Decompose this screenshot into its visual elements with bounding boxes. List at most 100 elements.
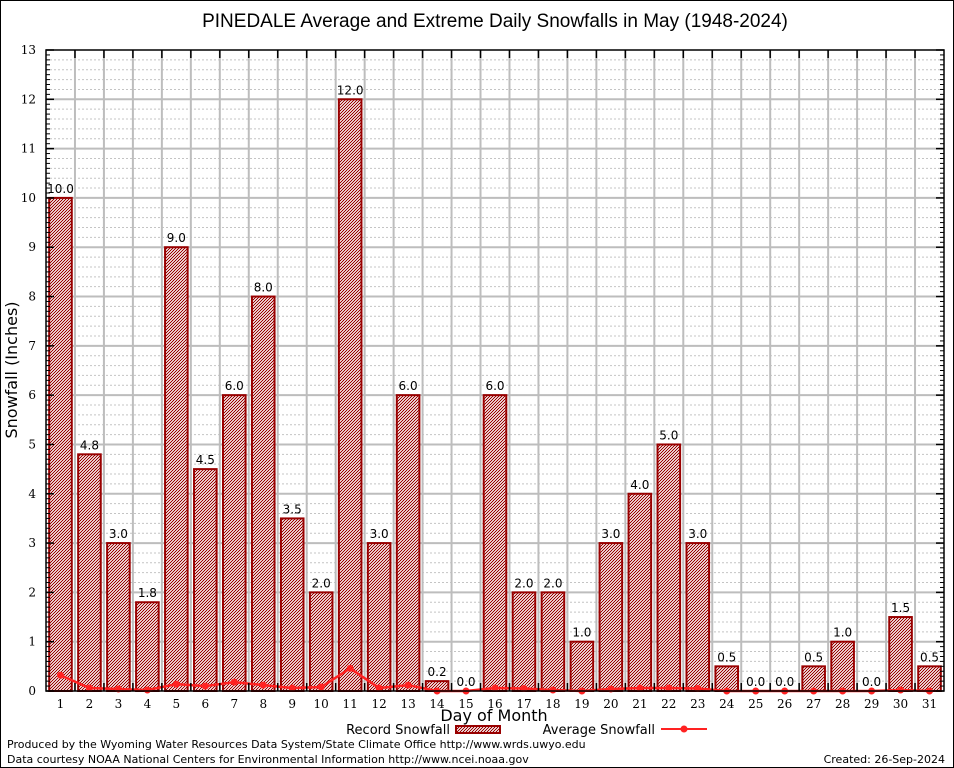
average-point-day-18 <box>549 686 557 694</box>
x-tick-label: 30 <box>893 697 908 711</box>
y-tick-label: 7 <box>28 339 36 353</box>
x-tick-label: 28 <box>835 697 850 711</box>
bar-day-5 <box>164 246 189 692</box>
x-axis-label: Day of Month <box>440 706 547 725</box>
x-tick-label: 17 <box>516 697 531 711</box>
bar-label-day-2: 4.8 <box>80 438 99 452</box>
footer-producer: Produced by the Wyoming Water Resources … <box>7 738 586 751</box>
footer-created: Created: 26-Sep-2024 <box>824 753 945 766</box>
bar-day-20 <box>598 542 624 692</box>
y-tick-label: 4 <box>28 487 36 501</box>
x-tick-label: 24 <box>719 697 735 711</box>
x-tick-label: 19 <box>574 697 589 711</box>
bar-labels: 10.0 4.8 3.0 1.8 9.0 4.5 6.0 8.0 3.5 2.0 12.0 3.0 6.… <box>47 83 939 689</box>
legend-swatch-record <box>455 725 501 734</box>
bar-day-10 <box>308 591 334 693</box>
bar-label-day-11: 12.0 <box>337 83 364 97</box>
average-point-day-1 <box>56 671 64 679</box>
bar-label-day-22: 5.0 <box>659 428 678 442</box>
x-tick-label: 18 <box>545 697 560 711</box>
bar-label-day-1: 10.0 <box>47 182 74 196</box>
y-tick-label: 13 <box>21 43 36 57</box>
bar-label-day-10: 2.0 <box>312 576 331 590</box>
y-tick-label: 0 <box>28 684 36 698</box>
average-point-day-8 <box>259 681 267 689</box>
bar-day-9 <box>279 517 305 693</box>
x-tick-label: 23 <box>690 697 705 711</box>
bar-label-day-15: 0.0 <box>456 675 475 689</box>
x-tick-label: 29 <box>864 697 879 711</box>
bar-day-27 <box>801 665 826 692</box>
x-tick-label: 3 <box>115 697 123 711</box>
bar-label-day-5: 9.0 <box>167 231 186 245</box>
bar-label-day-26: 0.0 <box>775 675 794 689</box>
average-point-day-22 <box>665 684 673 692</box>
bar-day-23 <box>685 542 711 692</box>
x-tick-label: 1 <box>57 697 65 711</box>
bar-label-day-21: 4.0 <box>630 478 649 492</box>
bar-day-28 <box>830 640 855 693</box>
x-tick-label: 13 <box>400 697 415 711</box>
bar-label-day-28: 1.0 <box>833 626 852 640</box>
bar-label-day-19: 1.0 <box>572 626 591 640</box>
bar-label-day-4: 1.8 <box>138 586 157 600</box>
bar-day-12 <box>366 542 392 692</box>
bar-label-day-23: 3.0 <box>688 527 707 541</box>
average-point-day-9 <box>288 684 296 692</box>
average-point-day-30 <box>897 686 905 694</box>
x-tick-label: 12 <box>371 697 386 711</box>
x-tick-label: 27 <box>806 697 821 711</box>
legend-marker-average <box>680 725 688 733</box>
bar-label-day-12: 3.0 <box>370 527 389 541</box>
x-tick-label: 14 <box>429 697 445 711</box>
bar-day-2 <box>77 453 102 693</box>
bar-label-day-13: 6.0 <box>399 379 418 393</box>
average-point-day-21 <box>636 684 644 692</box>
x-tick-label: 7 <box>230 697 238 711</box>
bar-day-21 <box>627 492 653 692</box>
average-point-day-6 <box>201 682 209 690</box>
bar-day-24 <box>714 665 740 692</box>
average-point-day-13 <box>404 681 412 689</box>
average-point-day-10 <box>317 683 325 691</box>
legend: Record Snowfall Average Snowfall <box>346 723 707 738</box>
bar-label-day-16: 6.0 <box>485 379 504 393</box>
y-tick-label: 10 <box>21 191 36 205</box>
x-tick-label: 20 <box>603 697 618 711</box>
bar-day-11 <box>337 98 363 693</box>
bar-label-day-9: 3.5 <box>283 502 302 516</box>
bar-day-13 <box>395 394 421 692</box>
average-point-day-7 <box>230 678 238 686</box>
bar-label-day-7: 6.0 <box>225 379 244 393</box>
bar-label-day-25: 0.0 <box>746 675 765 689</box>
axes <box>45 49 945 692</box>
bar-label-day-31: 0.5 <box>920 650 939 664</box>
x-tick-label: 21 <box>632 697 647 711</box>
x-tick-label: 16 <box>487 697 502 711</box>
x-tick-label: 25 <box>748 697 763 711</box>
average-point-day-16 <box>491 684 499 692</box>
bar-label-day-30: 1.5 <box>891 601 910 615</box>
average-point-day-4 <box>143 686 151 694</box>
bar-label-day-24: 0.5 <box>717 650 736 664</box>
bar-label-day-6: 4.5 <box>196 453 215 467</box>
chart-title: PINEDALE Average and Extreme Daily Snowf… <box>202 11 788 32</box>
x-tick-label: 31 <box>922 697 937 711</box>
bar-label-day-20: 3.0 <box>601 527 620 541</box>
x-tick-label: 5 <box>173 697 181 711</box>
x-tick-label: 15 <box>458 697 473 711</box>
x-tick-label: 9 <box>288 697 296 711</box>
bar-day-7 <box>221 394 247 692</box>
bar-day-31 <box>917 665 942 692</box>
y-tick-label: 9 <box>28 240 36 254</box>
bar-label-day-3: 3.0 <box>109 527 128 541</box>
average-point-day-11 <box>346 664 354 672</box>
bar-day-19 <box>569 640 595 693</box>
y-tick-label: 1 <box>28 635 36 649</box>
bar-day-3 <box>106 542 131 692</box>
y-tick-label: 6 <box>28 388 36 402</box>
bar-label-day-14: 0.2 <box>428 665 447 679</box>
bar-label-day-18: 2.0 <box>543 576 562 590</box>
